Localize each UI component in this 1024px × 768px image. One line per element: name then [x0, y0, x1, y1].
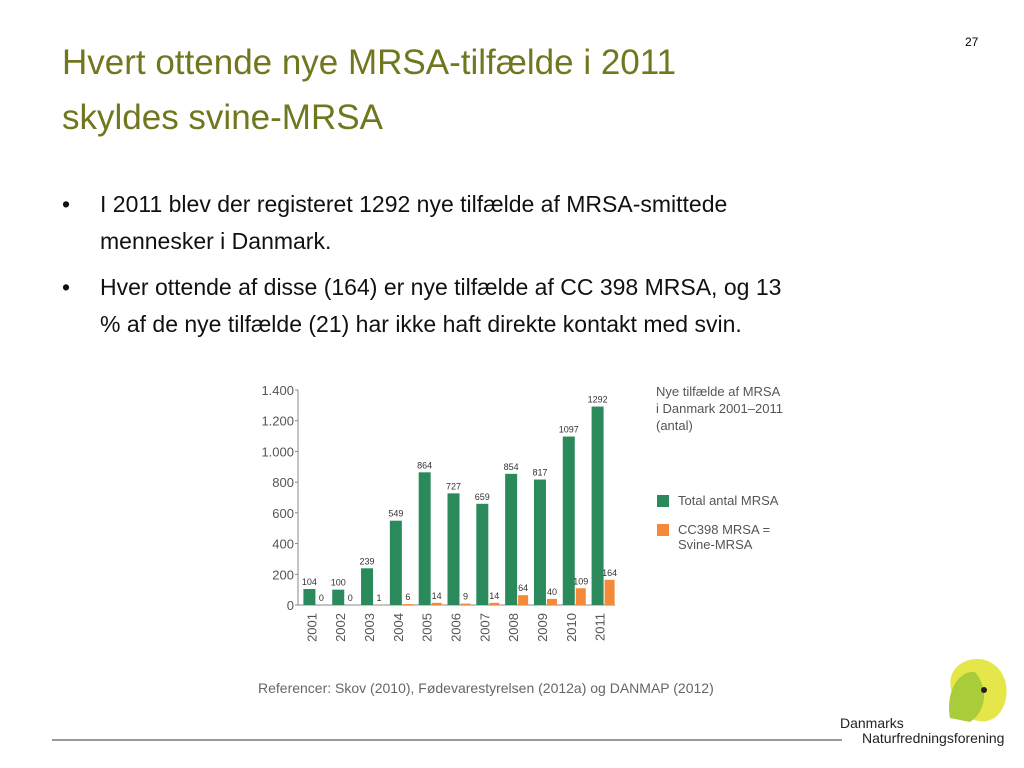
- slide-number: 27: [965, 35, 979, 49]
- logo-text: Naturfredningsforening: [862, 730, 1004, 746]
- x-tick-label: 2010: [564, 613, 579, 642]
- value-label: 1: [377, 593, 382, 603]
- legend-item: CC398 MRSA = Svine-MRSA: [678, 522, 771, 552]
- bar: [431, 602, 442, 605]
- bar: [591, 406, 604, 605]
- logo-dot: [981, 687, 987, 693]
- legend-item: Total antal MRSA: [678, 493, 779, 508]
- x-tick-label: 2006: [449, 613, 464, 642]
- bar: [489, 602, 500, 605]
- x-tick-label: 2001: [304, 613, 319, 642]
- chart-title: Nye tilfælde af MRSA: [656, 384, 781, 399]
- logo-leaf: [949, 671, 985, 722]
- value-label: 727: [446, 481, 461, 491]
- y-tick-label: 400: [272, 537, 294, 552]
- y-tick-label: 1.200: [261, 414, 294, 429]
- x-tick-label: 2008: [506, 613, 521, 642]
- bullet-text: mennesker i Danmark.: [100, 228, 331, 254]
- value-label: 864: [417, 460, 432, 470]
- logo-text: Danmarks: [840, 715, 904, 731]
- value-label: 6: [405, 592, 410, 602]
- x-tick-label: 2002: [333, 613, 348, 642]
- bar: [546, 598, 557, 605]
- bar: [604, 579, 615, 605]
- bullet-text: Hver ottende af disse (164) er nye tilfæ…: [100, 274, 781, 300]
- y-tick-label: 800: [272, 475, 294, 490]
- chart-title: (antal): [656, 418, 693, 433]
- legend-label: CC398 MRSA = Svine-MRSA: [678, 522, 771, 552]
- value-label: 14: [432, 591, 442, 601]
- bullet-text: I 2011 blev der registeret 1292 nye tilf…: [100, 191, 727, 217]
- x-tick-label: 2007: [477, 613, 492, 642]
- bar: [303, 589, 316, 605]
- value-label: 659: [475, 492, 490, 502]
- x-tick-label: 2011: [593, 613, 608, 641]
- value-label: 239: [360, 556, 375, 566]
- bullet-dot: •: [62, 274, 70, 300]
- y-tick-label: 1.000: [261, 444, 294, 459]
- bar: [476, 503, 489, 605]
- bar: [460, 603, 471, 605]
- bar: [402, 604, 413, 605]
- value-label: 1292: [588, 395, 608, 405]
- chart-title: i Danmark 2001–2011: [656, 401, 783, 416]
- bar: [447, 493, 460, 605]
- legend-swatch: [657, 524, 669, 536]
- bullet-text: % af de nye tilfælde (21) har ikke haft …: [100, 311, 742, 337]
- value-label: 854: [504, 462, 519, 472]
- value-label: 549: [388, 509, 403, 519]
- value-label: 109: [573, 576, 588, 586]
- y-tick-label: 200: [272, 567, 294, 582]
- value-label: 104: [302, 577, 317, 587]
- bar: [505, 473, 518, 605]
- y-tick-label: 0: [287, 598, 294, 613]
- value-label: 9: [463, 592, 468, 602]
- value-label: 817: [532, 468, 547, 478]
- bar: [518, 595, 529, 605]
- value-label: 1097: [559, 425, 579, 435]
- x-tick-label: 2004: [391, 613, 406, 642]
- bar: [533, 479, 546, 605]
- bullet-dot: •: [62, 191, 70, 217]
- bar: [389, 520, 402, 605]
- bar: [361, 568, 374, 605]
- legend-swatch: [657, 495, 669, 507]
- x-tick-label: 2005: [420, 613, 435, 642]
- slide-title: Hvert ottende nye MRSA-tilfælde i 2011: [62, 43, 676, 82]
- value-label: 164: [602, 568, 617, 578]
- value-label: 14: [489, 591, 499, 601]
- legend-label: Total antal MRSA: [678, 493, 779, 508]
- x-tick-label: 2009: [535, 613, 550, 642]
- value-label: 64: [518, 583, 528, 593]
- value-label: 0: [319, 593, 324, 603]
- source: Referencer: Skov (2010), Fødevarestyrels…: [258, 680, 714, 696]
- y-tick-label: 1.400: [261, 383, 294, 398]
- bar: [562, 436, 575, 605]
- bar: [418, 472, 431, 605]
- value-label: 40: [547, 587, 557, 597]
- bar: [332, 589, 345, 605]
- slide-title: skyldes svine-MRSA: [62, 98, 384, 137]
- y-tick-label: 600: [272, 506, 294, 521]
- value-label: 100: [331, 578, 346, 588]
- bar: [575, 588, 586, 605]
- value-label: 0: [348, 593, 353, 603]
- x-tick-label: 2003: [362, 613, 377, 642]
